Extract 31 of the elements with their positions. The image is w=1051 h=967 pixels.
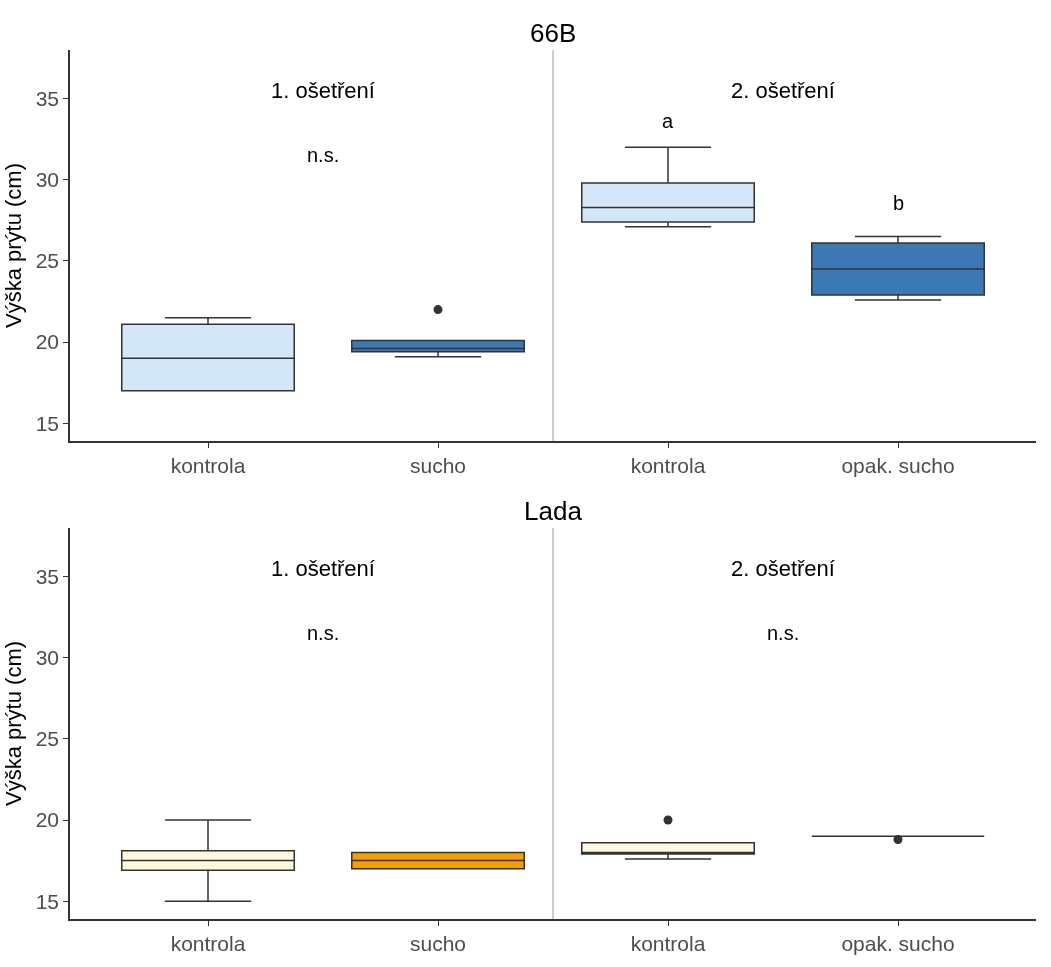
x-tick-label: sucho [409, 454, 467, 477]
annotation: a [662, 110, 674, 132]
x-tick-label: kontrola [630, 931, 706, 955]
annotation: 2. ošetření [731, 556, 835, 581]
chart-title: 66B [530, 18, 577, 48]
annotation: 1. ošetření [271, 78, 375, 103]
annotation: 1. ošetření [271, 556, 375, 581]
y-tick-label: 15 [35, 889, 60, 913]
x-tick-label: sucho [409, 931, 467, 955]
y-tick-label: 15 [35, 411, 60, 435]
x-tick-label: opak. sucho [841, 931, 955, 955]
annotation: b [893, 192, 905, 214]
annotation: n.s. [307, 144, 340, 166]
chart-title: Lada [524, 496, 583, 526]
annotation: n.s. [307, 622, 340, 644]
x-tick-label: opak. sucho [841, 454, 955, 477]
y-tick-label: 35 [35, 564, 60, 588]
y-tick-label: 30 [35, 168, 60, 192]
y-tick-label: 30 [35, 646, 60, 670]
annotation: n.s. [767, 622, 800, 644]
y-axis-title: Výška prýtu (cm) [0, 640, 26, 806]
y-tick-label: 35 [35, 87, 60, 111]
y-tick-label: 25 [35, 249, 60, 273]
y-tick-label: 20 [35, 330, 60, 354]
annotation: 2. ošetření [731, 78, 835, 103]
x-tick-label: kontrola [170, 931, 246, 955]
x-tick-label: kontrola [170, 454, 246, 477]
y-tick-label: 25 [35, 727, 60, 751]
y-axis-title: Výška prýtu (cm) [0, 163, 26, 329]
x-tick-label: kontrola [630, 454, 706, 477]
y-tick-label: 20 [35, 808, 60, 832]
